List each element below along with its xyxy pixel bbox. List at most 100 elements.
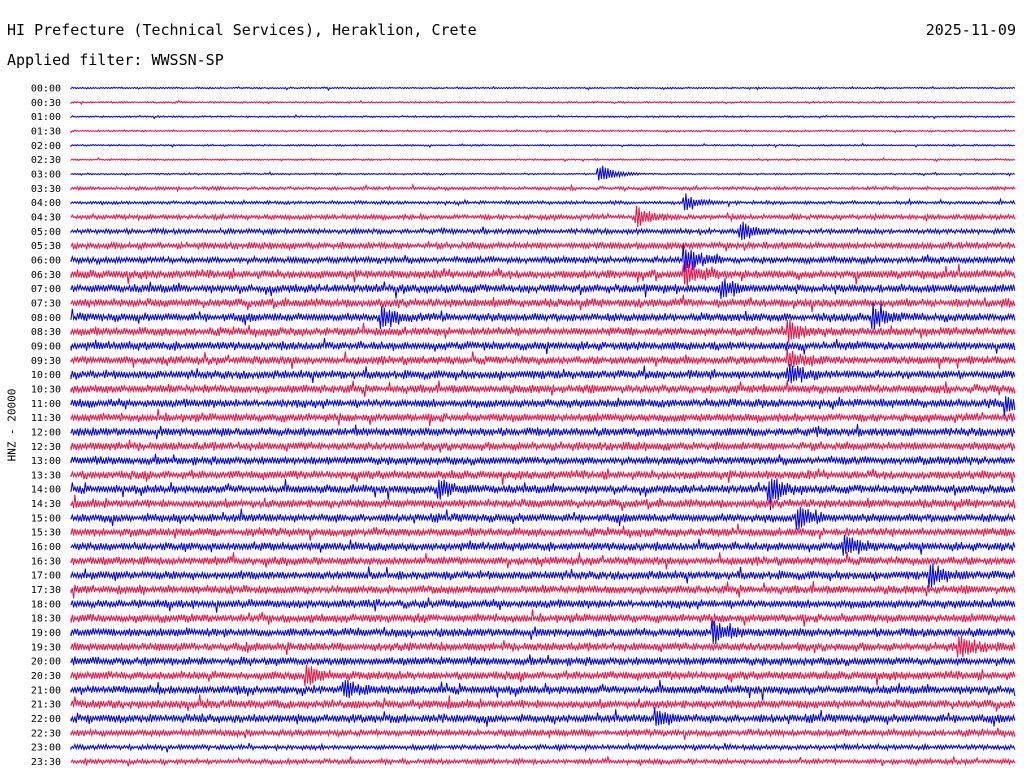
trace-row [70, 319, 1016, 343]
station-title: HI Prefecture (Technical Services), Hera… [7, 21, 477, 39]
trace-row [70, 206, 1016, 228]
trace-row [70, 664, 1016, 687]
trace-row [70, 742, 1016, 753]
row-label: 04:00 [31, 198, 61, 209]
trace-row [70, 221, 1016, 240]
trace-row [70, 408, 1016, 426]
trace-row [70, 453, 1016, 466]
seismic-traces [70, 85, 1016, 767]
row-label: 15:00 [31, 513, 61, 524]
trace-row [70, 423, 1016, 440]
row-label: 06:00 [31, 255, 61, 266]
row-label: 07:30 [31, 298, 61, 309]
trace-row [70, 337, 1016, 355]
trace-row [70, 494, 1016, 511]
trace-row [70, 85, 1016, 92]
row-label: 20:00 [31, 657, 61, 668]
row-label: 08:00 [31, 313, 61, 324]
row-label: 23:30 [31, 757, 61, 768]
row-label: 02:00 [31, 141, 61, 152]
row-label: 22:30 [31, 728, 61, 739]
trace-row [70, 128, 1016, 134]
trace-row [70, 380, 1016, 397]
row-label: 11:30 [31, 413, 61, 424]
trace-row [70, 756, 1016, 767]
row-label: 11:00 [31, 399, 61, 410]
trace-row [70, 244, 1016, 273]
row-label: 05:00 [31, 227, 61, 238]
row-label: 02:30 [31, 155, 61, 166]
trace-row [70, 165, 1016, 181]
trace-row [70, 620, 1016, 645]
row-label: 03:00 [31, 169, 61, 180]
trace-row [70, 679, 1016, 701]
row-label: 15:30 [31, 528, 61, 539]
row-label: 21:00 [31, 685, 61, 696]
row-label: 10:30 [31, 384, 61, 395]
trace-row [70, 302, 1016, 330]
trace-row [70, 597, 1016, 613]
trace-row [70, 478, 1016, 511]
row-label: 00:30 [31, 98, 61, 109]
row-label: 18:00 [31, 599, 61, 610]
trace-row [70, 563, 1016, 588]
row-label: 19:30 [31, 642, 61, 653]
row-label: 05:30 [31, 241, 61, 252]
row-label: 18:30 [31, 614, 61, 625]
row-label: 20:30 [31, 671, 61, 682]
row-label: 03:30 [31, 184, 61, 195]
trace-row [70, 507, 1016, 530]
trace-row [70, 278, 1016, 299]
trace-row [70, 259, 1016, 289]
row-label: 07:00 [31, 284, 61, 295]
trace-row [70, 609, 1016, 627]
filter-label: Applied filter: WWSSN-SP [7, 51, 224, 69]
trace-row [70, 363, 1016, 384]
trace-row [70, 551, 1016, 570]
trace-row [70, 183, 1016, 193]
row-label: 04:30 [31, 212, 61, 223]
trace-row [70, 240, 1016, 252]
row-label: 12:00 [31, 427, 61, 438]
trace-row [70, 654, 1016, 667]
row-tick-labels: 00:00 00:30 01:00 01:30 02:00 02:30 03:00 03:30… [31, 84, 61, 769]
trace-row [70, 523, 1016, 541]
row-label: 22:00 [31, 714, 61, 725]
row-label: 12:30 [31, 442, 61, 453]
row-label: 09:00 [31, 341, 61, 352]
row-label: 10:00 [31, 370, 61, 381]
row-label: 06:30 [31, 270, 61, 281]
record-date: 2025-11-09 [925, 21, 1016, 39]
row-label: 16:30 [31, 556, 61, 567]
trace-row [70, 635, 1016, 658]
trace-row [70, 348, 1016, 370]
trace-row [70, 193, 1016, 211]
trace-row [70, 468, 1016, 485]
trace-row [70, 156, 1016, 163]
trace-row [70, 113, 1016, 120]
row-label: 14:30 [31, 499, 61, 510]
row-label: 21:30 [31, 700, 61, 711]
row-label: 14:00 [31, 485, 61, 496]
trace-row [70, 142, 1016, 149]
trace-row [70, 694, 1016, 712]
row-label: 19:00 [31, 628, 61, 639]
row-label: 01:00 [31, 112, 61, 123]
row-label: 08:30 [31, 327, 61, 338]
trace-row [70, 707, 1016, 727]
row-label: 23:00 [31, 743, 61, 754]
row-label: 16:00 [31, 542, 61, 553]
row-label: 09:30 [31, 356, 61, 367]
trace-row [70, 727, 1016, 740]
row-label: 00:00 [31, 84, 61, 95]
row-label: 17:00 [31, 571, 61, 582]
trace-row [70, 439, 1016, 453]
trace-row [70, 294, 1016, 313]
trace-row [70, 396, 1016, 417]
row-label: 17:30 [31, 585, 61, 596]
row-label: 01:30 [31, 126, 61, 137]
trace-row [70, 581, 1016, 599]
row-label: 13:00 [31, 456, 61, 467]
trace-row [70, 534, 1016, 556]
